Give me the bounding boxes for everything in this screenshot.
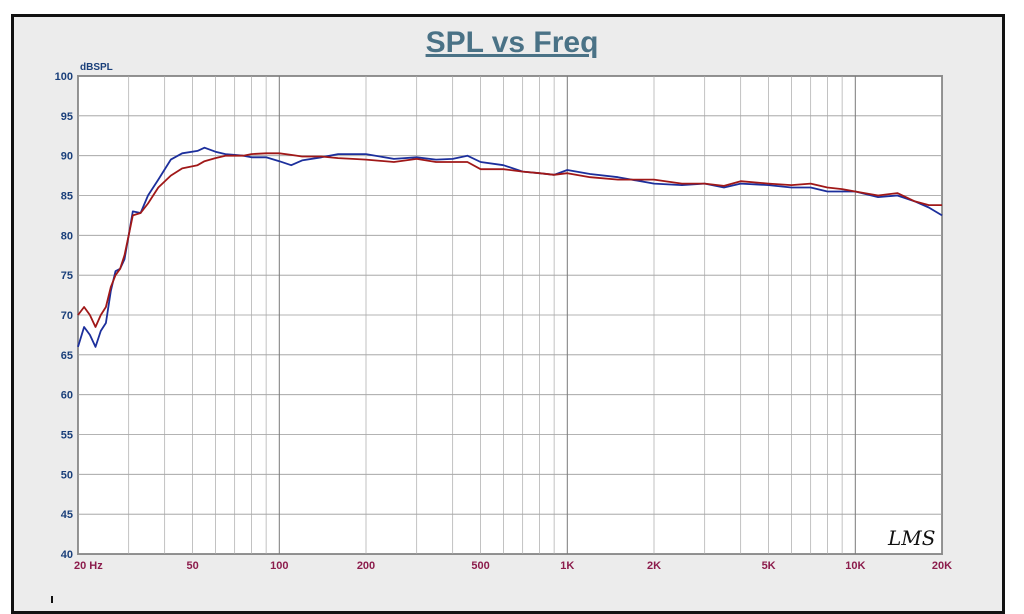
x-tick-label: 500 [471,560,489,572]
x-tick-label: 1K [560,560,574,572]
y-tick-label: 40 [61,549,73,561]
y-ticks: 100 95 90 85 80 75 70 65 60 55 50 45 40 [55,71,73,561]
grid [77,75,943,555]
y-tick-label: 55 [61,430,73,442]
y-tick-label: 85 [61,191,73,203]
lms-logo: LMS [887,526,935,550]
y-tick-label: 75 [61,270,73,282]
y-tick-label: 60 [61,390,73,402]
series-group [77,146,943,348]
x-tick-label: 10K [845,560,865,572]
x-ticks: 20 Hz 50 100 200 500 1K 2K 5K 10K 20K [74,560,952,572]
x-tick-label: 20 Hz [74,560,103,572]
series-line-2 [77,152,942,328]
y-tick-label: 100 [55,71,73,83]
x-tick-label: 50 [186,560,198,572]
y-tick-label: 45 [61,509,73,521]
y-tick-label: 90 [61,151,73,163]
x-tick-label: 20K [932,560,952,572]
x-tick-label: 200 [357,560,375,572]
y-tick-label: 50 [61,469,73,481]
x-tick-label: 100 [270,560,288,572]
y-tick-label: 70 [61,310,73,322]
y-axis-label: dBSPL [80,62,113,73]
frame-marker [51,596,53,603]
x-tick-label: 2K [647,560,661,572]
y-tick-label: 65 [61,350,73,362]
x-tick-label: 5K [762,560,776,572]
chart-title: SPL vs Freq [425,26,599,59]
y-tick-label: 95 [61,111,73,123]
y-tick-label: 80 [61,230,73,242]
